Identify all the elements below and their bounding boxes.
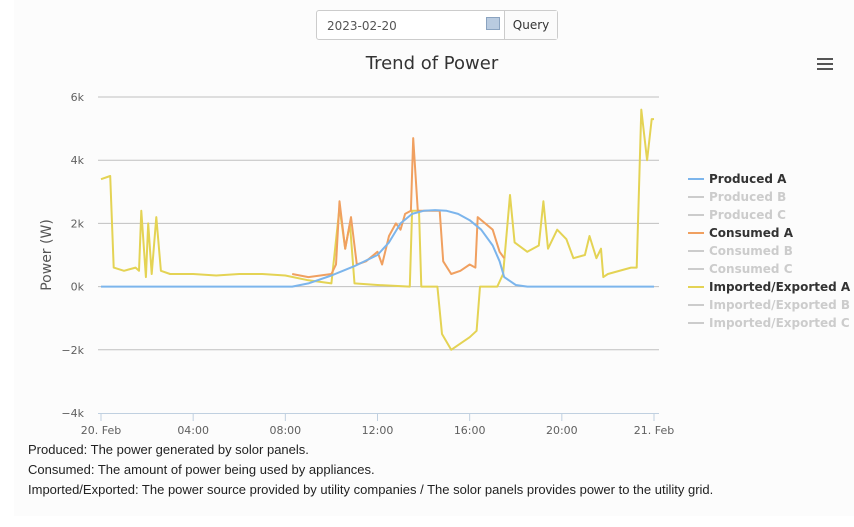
y-tick-label: 6k <box>71 91 85 104</box>
legend-item[interactable]: Imported/Exported C <box>688 314 850 332</box>
legend-label: Imported/Exported A <box>709 280 851 294</box>
legend-label: Consumed A <box>709 226 793 240</box>
legend-swatch <box>688 268 704 270</box>
x-tick-label: 12:00 <box>362 424 394 437</box>
legend-label: Consumed C <box>709 262 793 276</box>
date-input[interactable]: 2023-02-20 <box>317 11 504 39</box>
legend-label: Imported/Exported B <box>709 298 851 312</box>
legend-swatch <box>688 196 704 198</box>
y-tick-label: 4k <box>71 154 85 167</box>
legend-swatch <box>688 178 704 180</box>
power-chart: Trend of Power −4k −2k 0k 2k 4k 6k 20. Feb 04:00… <box>39 53 674 437</box>
legend-swatch <box>688 214 704 216</box>
legend-label: Imported/Exported C <box>709 316 850 330</box>
legend-label: Produced B <box>709 190 787 204</box>
legend-item[interactable]: Produced C <box>688 206 850 224</box>
series-line-consumed-a <box>292 137 506 279</box>
legend-item[interactable]: Consumed B <box>688 242 850 260</box>
legend: Produced A Produced B Produced C Consumed A… <box>688 170 850 332</box>
legend-item[interactable]: Imported/Exported A <box>688 278 850 296</box>
chart-title: Trend of Power <box>365 53 499 74</box>
legend-item[interactable]: Consumed A <box>688 224 850 242</box>
legend-swatch <box>688 232 704 234</box>
legend-item[interactable]: Consumed C <box>688 260 850 278</box>
y-axis-label: Power (W) <box>39 219 55 291</box>
y-tick-label: −2k <box>61 344 84 357</box>
x-tick-label: 16:00 <box>454 424 486 437</box>
footer-imported: Imported/Exported: The power source prov… <box>28 482 714 497</box>
legend-item[interactable]: Produced A <box>688 170 850 188</box>
series-line-imported-exported-a <box>100 108 654 351</box>
x-tick-label: 04:00 <box>177 424 209 437</box>
x-tick-label: 20:00 <box>546 424 578 437</box>
x-tick-label: 20. Feb <box>81 424 121 437</box>
y-tick-label: 2k <box>71 217 85 230</box>
date-picker[interactable]: 2023-02-20 Query <box>316 10 558 40</box>
query-button[interactable]: Query <box>504 11 557 39</box>
legend-swatch <box>688 322 704 324</box>
hamburger-menu-icon[interactable] <box>817 58 833 72</box>
legend-swatch <box>688 304 704 306</box>
legend-swatch <box>688 286 704 288</box>
footer-produced: Produced: The power generated by solor p… <box>28 442 309 457</box>
x-tick-label: 21. Feb <box>634 424 674 437</box>
series-line-produced-a <box>101 209 654 288</box>
x-tick-label: 08:00 <box>269 424 301 437</box>
y-tick-label: 0k <box>71 281 85 294</box>
legend-swatch <box>688 250 704 252</box>
chart-panel <box>14 0 854 516</box>
legend-item[interactable]: Imported/Exported B <box>688 296 850 314</box>
legend-label: Produced A <box>709 172 787 186</box>
y-tick-label: −4k <box>61 407 84 420</box>
calendar-icon[interactable] <box>486 17 500 30</box>
legend-item[interactable]: Produced B <box>688 188 850 206</box>
legend-label: Produced C <box>709 208 786 222</box>
footer-consumed: Consumed: The amount of power being used… <box>28 462 375 477</box>
legend-label: Consumed B <box>709 244 793 258</box>
